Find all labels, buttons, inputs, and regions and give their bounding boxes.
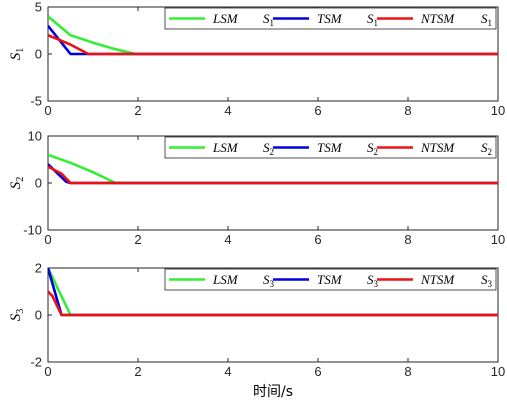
legend-label-lsm: LSM: [212, 140, 239, 155]
legend-box: [164, 268, 497, 291]
x-axis-label: 时间/s: [253, 384, 293, 400]
y-tick-label: 10: [28, 129, 42, 144]
y-tick-label: 0: [35, 47, 42, 62]
legend-signal-lsm: S2: [263, 140, 274, 157]
x-tick-label: 10: [491, 364, 505, 379]
x-tick-label: 2: [134, 232, 141, 247]
legend-label-ntsm: NTSM: [420, 140, 455, 155]
x-tick-label: 6: [314, 232, 321, 247]
legend-box: [164, 136, 497, 159]
y-axis-label: S3: [8, 309, 26, 322]
x-tick-label: 0: [44, 364, 51, 379]
x-tick-label: 4: [224, 232, 231, 247]
legend-signal-tsm: S1: [367, 11, 378, 28]
legend-label-tsm: TSM: [317, 11, 343, 26]
x-tick-label: 6: [314, 103, 321, 118]
legend-signal-ntsm: S2: [481, 140, 492, 157]
y-tick-label: 0: [35, 176, 42, 191]
series-line-ntsm: [48, 290, 498, 317]
legend-signal-ntsm: S1: [481, 11, 492, 28]
legend-signal-ntsm: S3: [481, 272, 493, 289]
y-tick-label: 5: [35, 0, 42, 15]
y-tick-label: 0: [35, 308, 42, 323]
series-line-ntsm: [48, 34, 498, 56]
legend-signal-lsm: S3: [263, 272, 275, 289]
y-tick-label: -5: [30, 94, 42, 109]
legend-label-tsm: TSM: [317, 272, 343, 287]
y-tick-label: -2: [30, 355, 42, 370]
legend-label-lsm: LSM: [212, 11, 239, 26]
legend-box: [164, 7, 497, 30]
x-tick-label: 4: [224, 103, 231, 118]
x-tick-label: 10: [491, 232, 505, 247]
legend: LSM S1 TSM S1 NTSM S1: [164, 7, 497, 30]
x-tick-label: 8: [404, 364, 411, 379]
legend-label-lsm: LSM: [212, 272, 239, 287]
x-tick-label: 0: [44, 232, 51, 247]
x-tick-label: 8: [404, 103, 411, 118]
y-axis-label: S1: [8, 48, 26, 61]
x-tick-label: 2: [134, 364, 141, 379]
y-tick-label: 2: [35, 261, 42, 276]
x-tick-label: 0: [44, 103, 51, 118]
legend-label-ntsm: NTSM: [420, 272, 455, 287]
x-tick-label: 6: [314, 364, 321, 379]
legend-label-ntsm: NTSM: [420, 11, 455, 26]
legend-signal-tsm: S2: [367, 140, 378, 157]
x-tick-label: 2: [134, 103, 141, 118]
y-tick-label: -10: [23, 223, 42, 238]
x-tick-label: 10: [491, 103, 505, 118]
x-tick-label: 8: [404, 232, 411, 247]
series-line-ntsm: [48, 165, 498, 185]
legend-signal-tsm: S3: [367, 272, 379, 289]
legend: LSM S3 TSM S3 NTSM S3: [164, 268, 497, 291]
x-tick-label: 4: [224, 364, 231, 379]
legend-signal-lsm: S1: [263, 11, 274, 28]
legend-label-tsm: TSM: [317, 140, 343, 155]
y-axis-label: S2: [8, 177, 26, 190]
legend: LSM S2 TSM S2 NTSM S2: [164, 136, 497, 159]
